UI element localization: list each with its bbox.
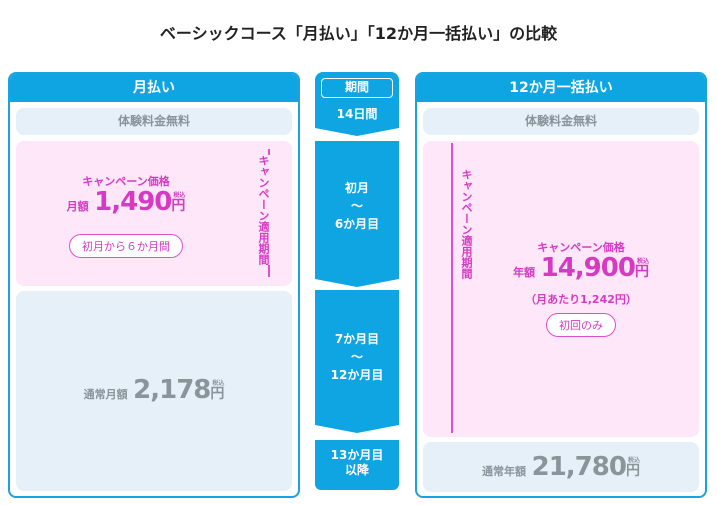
period-label: キャンペーン適用期間 <box>255 155 271 265</box>
regular-price: 2,178 <box>133 375 211 405</box>
period-arrow-icon <box>451 143 453 433</box>
step-start: 7か月目 <box>334 332 380 346</box>
step-start: 初月 <box>344 181 369 195</box>
yen: 円 <box>625 463 640 479</box>
tax-label: 税込 <box>173 192 186 199</box>
yen: 円 <box>171 198 186 214</box>
monthly-regular: 通常月額 2,178 税込円 <box>16 291 292 491</box>
annual-regular: 通常年額 21,780 税込円 <box>423 442 699 492</box>
tax-label: 税込 <box>212 380 225 387</box>
annual-campaign: キャンペーン適用期間 キャンペーン価格 年額 14,900 税込円 （月あたり1,… <box>423 141 699 437</box>
step-end: 12か月目 <box>330 368 384 382</box>
monthly-panel: 月払い 体験料金無料 キャンペーン価格 月額 1,490 税込円 初月から６か月間… <box>8 72 300 498</box>
campaign-price: 月額 1,490 税込円 <box>16 187 236 217</box>
annual-trial: 体験料金無料 <box>423 108 699 135</box>
campaign-duration-pill: 初月から６か月間 <box>69 234 183 258</box>
period-step-trial: 期間 14日間 <box>315 72 399 136</box>
yen: 円 <box>210 386 225 402</box>
monthly-header: 月払い <box>10 74 298 102</box>
period-step-1-6: 初月 ～ 6か月目 <box>315 141 399 287</box>
monthly-trial: 体験料金無料 <box>16 108 292 135</box>
yen: 円 <box>634 264 649 280</box>
campaign-label: キャンペーン価格 <box>82 175 170 188</box>
monthly-campaign: キャンペーン価格 月額 1,490 税込円 初月から６か月間 キャンペーン適用期間 <box>16 141 292 286</box>
annual-panel: 12か月一括払い 体験料金無料 キャンペーン適用期間 キャンペーン価格 年額 1… <box>415 72 707 498</box>
price-value: 14,900 <box>540 253 636 283</box>
campaign-price: 年額 14,900 税込円 <box>463 253 699 283</box>
regular-price: 21,780 <box>531 452 627 482</box>
step-tilde: ～ <box>350 199 363 213</box>
annual-header: 12か月一括払い <box>417 74 705 102</box>
price-prefix: 年額 <box>513 266 536 279</box>
regular-prefix: 通常年額 <box>482 465 527 478</box>
step-start: 13か月目 <box>330 448 384 462</box>
period-label: キャンペーン適用期間 <box>460 169 473 279</box>
step-tilde: ～ <box>350 350 363 364</box>
step-end: 6か月目 <box>334 217 380 231</box>
page-title: ベーシックコース「月払い」「12か月一括払い」の比較 <box>159 24 558 43</box>
per-month-price: （月あたり1,242円） <box>525 293 637 306</box>
step-label: 14日間 <box>336 107 378 121</box>
first-time-only-pill: 初回のみ <box>546 313 616 337</box>
period-header: 期間 <box>321 78 393 98</box>
period-step-7-12: 7か月目 ～ 12か月目 <box>315 290 399 433</box>
price-prefix: 月額 <box>66 200 89 213</box>
campaign-label: キャンペーン価格 <box>537 241 625 254</box>
step-end: 以降 <box>344 463 369 477</box>
price-value: 1,490 <box>94 187 172 217</box>
tax-label: 税込 <box>636 258 649 265</box>
regular-prefix: 通常月額 <box>83 388 128 401</box>
tax-label: 税込 <box>627 457 640 464</box>
period-step-13: 13か月目 以降 <box>315 440 399 490</box>
